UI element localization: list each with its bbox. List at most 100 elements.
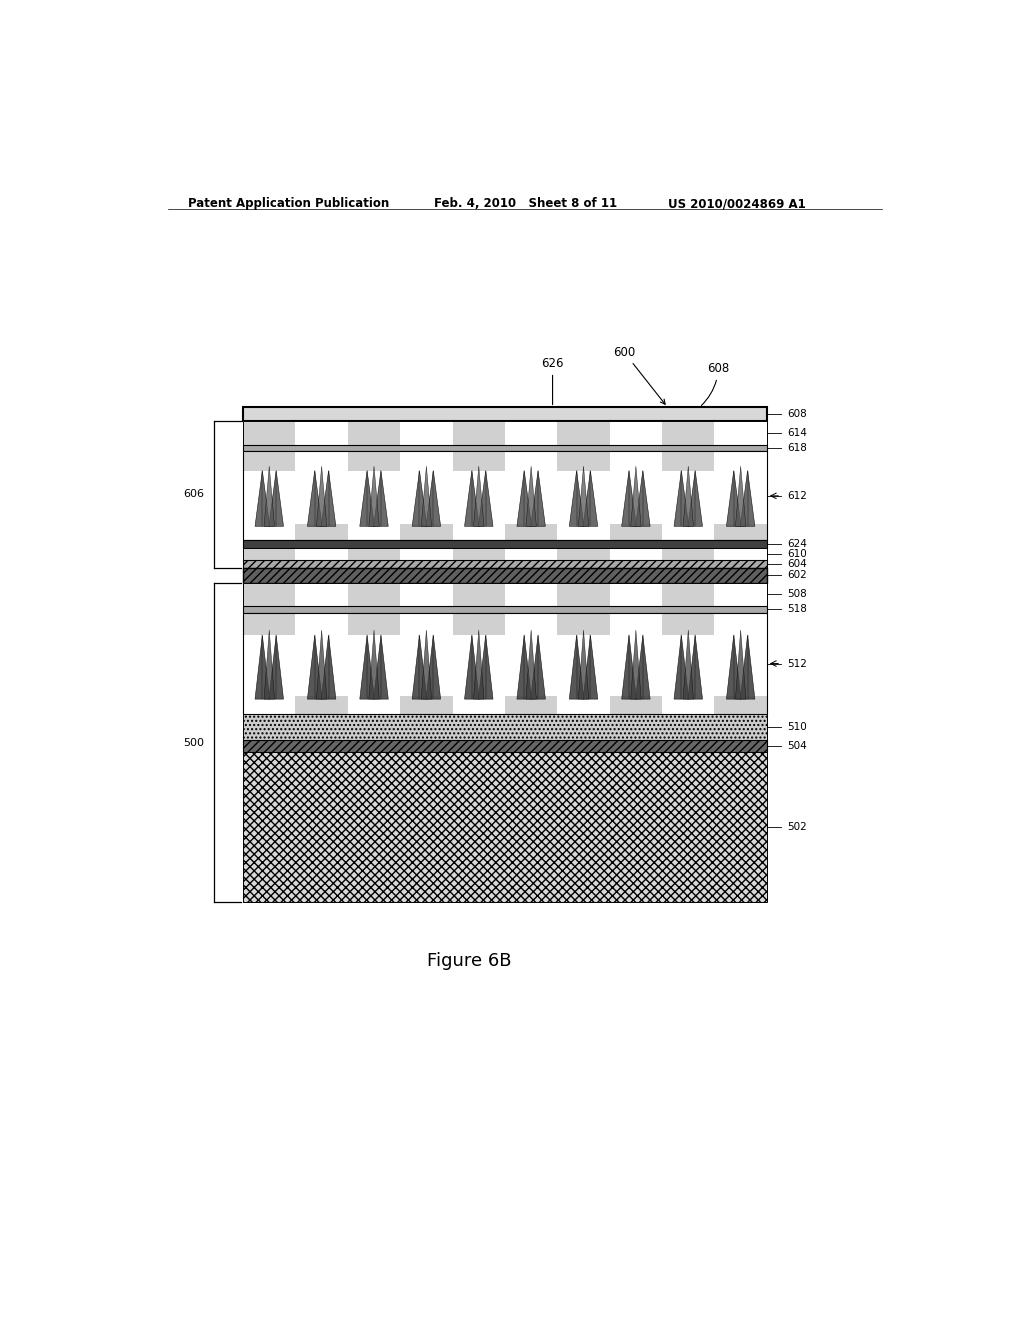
Polygon shape xyxy=(426,635,440,700)
Bar xyxy=(557,451,609,470)
Polygon shape xyxy=(683,466,693,527)
Text: 626: 626 xyxy=(542,356,564,405)
Polygon shape xyxy=(579,630,589,700)
Polygon shape xyxy=(316,466,327,527)
Text: 508: 508 xyxy=(787,590,807,599)
Polygon shape xyxy=(740,635,755,700)
Text: 612: 612 xyxy=(787,491,807,500)
Bar xyxy=(557,548,609,560)
Polygon shape xyxy=(674,470,689,527)
Bar xyxy=(243,714,767,739)
Polygon shape xyxy=(517,470,531,527)
Bar xyxy=(505,548,557,560)
Bar xyxy=(243,524,296,540)
Text: 504: 504 xyxy=(787,741,807,751)
Polygon shape xyxy=(374,635,388,700)
Bar xyxy=(663,696,715,714)
Polygon shape xyxy=(688,635,702,700)
Bar xyxy=(609,696,663,714)
Bar xyxy=(296,583,348,606)
Bar xyxy=(243,752,767,903)
Bar xyxy=(243,548,296,560)
Bar xyxy=(715,524,767,540)
Polygon shape xyxy=(735,630,745,700)
Bar xyxy=(663,548,715,560)
Bar xyxy=(348,696,400,714)
Bar xyxy=(348,524,400,540)
Polygon shape xyxy=(583,470,598,527)
Bar xyxy=(505,524,557,540)
Bar xyxy=(715,451,767,470)
Bar xyxy=(400,548,453,560)
Bar xyxy=(243,445,767,451)
Bar xyxy=(505,612,557,635)
Bar xyxy=(243,421,767,445)
Text: 502: 502 xyxy=(787,822,807,832)
Polygon shape xyxy=(255,635,269,700)
Polygon shape xyxy=(530,635,546,700)
Polygon shape xyxy=(526,466,537,527)
Polygon shape xyxy=(374,470,388,527)
Polygon shape xyxy=(636,470,650,527)
Polygon shape xyxy=(264,630,274,700)
Bar xyxy=(715,612,767,635)
Polygon shape xyxy=(412,470,427,527)
Bar xyxy=(557,583,609,606)
Polygon shape xyxy=(369,466,379,527)
Polygon shape xyxy=(421,630,432,700)
Bar xyxy=(663,612,715,635)
Text: 600: 600 xyxy=(613,346,666,404)
Polygon shape xyxy=(569,635,584,700)
Text: 618: 618 xyxy=(787,444,807,453)
Bar xyxy=(715,696,767,714)
Bar xyxy=(453,524,505,540)
Polygon shape xyxy=(636,635,650,700)
Bar xyxy=(715,583,767,606)
Bar xyxy=(663,583,715,606)
Polygon shape xyxy=(517,635,531,700)
Bar xyxy=(505,583,557,606)
Bar xyxy=(400,583,453,606)
Polygon shape xyxy=(307,470,323,527)
Bar xyxy=(243,560,767,568)
Polygon shape xyxy=(322,470,336,527)
Polygon shape xyxy=(726,470,741,527)
Bar xyxy=(296,421,348,445)
Bar xyxy=(715,548,767,560)
Bar xyxy=(609,451,663,470)
Text: 510: 510 xyxy=(787,722,807,731)
Bar xyxy=(400,524,453,540)
Bar xyxy=(243,739,767,752)
Bar xyxy=(296,696,348,714)
Bar xyxy=(609,421,663,445)
Polygon shape xyxy=(307,635,323,700)
Text: 518: 518 xyxy=(787,603,807,614)
Bar xyxy=(243,451,767,540)
Bar xyxy=(609,612,663,635)
Polygon shape xyxy=(569,470,584,527)
Bar xyxy=(243,540,767,548)
Text: 624: 624 xyxy=(787,539,807,549)
Bar xyxy=(453,583,505,606)
Polygon shape xyxy=(473,466,484,527)
Polygon shape xyxy=(583,635,598,700)
Polygon shape xyxy=(316,630,327,700)
Bar xyxy=(505,451,557,470)
Polygon shape xyxy=(631,630,641,700)
Text: 606: 606 xyxy=(183,488,204,499)
Bar xyxy=(400,421,453,445)
Text: 500: 500 xyxy=(183,738,204,748)
Bar xyxy=(243,612,767,714)
Bar xyxy=(243,451,767,540)
Bar xyxy=(609,583,663,606)
Polygon shape xyxy=(421,466,432,527)
Bar xyxy=(243,606,767,612)
Bar xyxy=(663,524,715,540)
Polygon shape xyxy=(688,470,702,527)
Bar xyxy=(243,583,296,606)
Bar xyxy=(348,583,400,606)
Polygon shape xyxy=(465,470,479,527)
Bar xyxy=(609,548,663,560)
Bar xyxy=(348,548,400,560)
Bar xyxy=(243,548,767,560)
